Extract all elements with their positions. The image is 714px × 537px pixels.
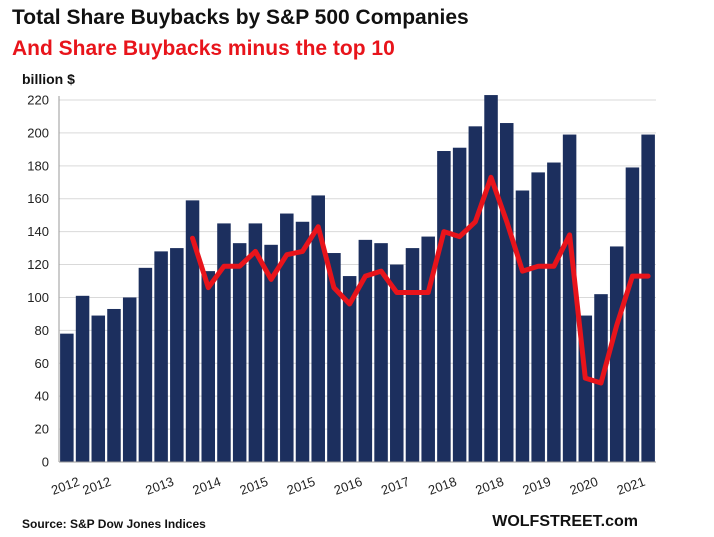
x-tick-label: 2021 [615, 474, 647, 498]
x-tick-label: 2016 [332, 474, 364, 498]
bar [562, 134, 577, 462]
y-tick-label: 140 [27, 224, 49, 239]
bar [531, 172, 545, 462]
line-series-minus-top10 [190, 174, 651, 386]
chart-subtitle: And Share Buybacks minus the top 10 [12, 37, 395, 60]
bar [295, 221, 310, 462]
bar [547, 162, 561, 462]
chart-title: Total Share Buybacks by S&P 500 Companie… [12, 6, 469, 29]
bar [311, 195, 325, 462]
bar [91, 315, 106, 462]
x-tick-label: 2018 [473, 474, 505, 498]
bar [374, 243, 388, 462]
x-tick-label: 2012 [81, 474, 113, 498]
bar [201, 271, 216, 462]
bar [122, 297, 137, 462]
bar [60, 333, 74, 462]
bar [154, 251, 168, 462]
bar [75, 295, 90, 462]
y-tick-label: 0 [42, 455, 49, 470]
bar [264, 244, 278, 462]
bar [405, 248, 420, 462]
bar [217, 223, 231, 462]
brand-logo-text: WOLFSTREET.com [492, 513, 638, 530]
bar [138, 267, 153, 462]
x-tick-label: 2019 [520, 474, 552, 498]
bar [342, 276, 357, 462]
y-tick-label: 200 [27, 125, 49, 140]
bar [358, 239, 373, 462]
bar [232, 243, 247, 462]
bar [280, 213, 294, 462]
y-tick-label: 40 [35, 389, 49, 404]
source-note: Source: S&P Dow Jones Indices [22, 517, 206, 531]
y-tick-label: 220 [27, 93, 49, 108]
y-tick-label: 20 [35, 422, 49, 437]
y-tick-label: 80 [35, 323, 49, 338]
bar [437, 151, 451, 462]
bar [327, 253, 341, 462]
bar [390, 264, 404, 462]
bar [170, 248, 184, 462]
bar [499, 123, 514, 462]
bar [625, 167, 640, 463]
x-tick-label: 2020 [568, 474, 600, 498]
bar [641, 134, 655, 462]
bar [515, 190, 530, 462]
y-tick-label: 100 [27, 290, 49, 305]
bar [609, 246, 624, 462]
x-tick-label: 2017 [379, 474, 411, 498]
bar [185, 200, 200, 462]
bar [107, 308, 121, 462]
y-tick-label: 160 [27, 191, 49, 206]
y-tick-label: 120 [27, 257, 49, 272]
bar [468, 126, 483, 462]
x-tick-label: 2018 [426, 474, 458, 498]
bar [248, 223, 263, 462]
y-tick-label: 60 [35, 356, 49, 371]
bar [452, 147, 467, 462]
x-tick-label: 2015 [238, 474, 270, 498]
x-tick-label: 2012 [49, 474, 81, 498]
x-tick-label: 2013 [143, 474, 175, 498]
y-axis-label: billion $ [22, 71, 75, 87]
x-tick-label: 2014 [191, 474, 223, 498]
x-tick-label: 2015 [285, 474, 317, 498]
bar [484, 95, 498, 463]
y-tick-label: 180 [27, 158, 49, 173]
